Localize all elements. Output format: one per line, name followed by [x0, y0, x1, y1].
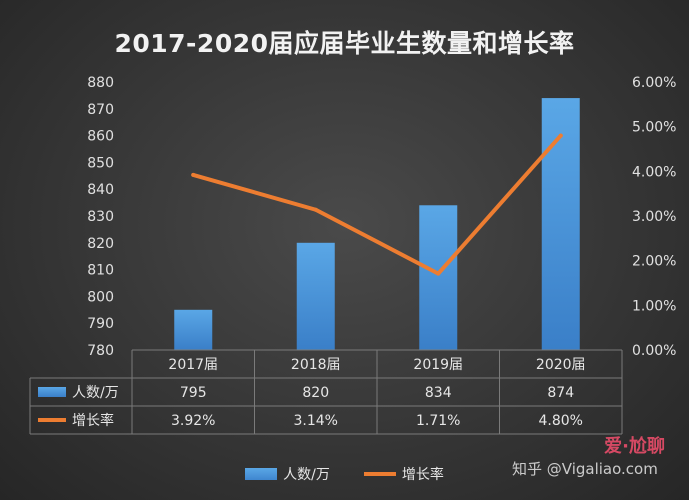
- category-label: 2019届: [413, 357, 463, 373]
- y-left-tick-label: 810: [87, 263, 114, 279]
- bar-2017届: [174, 309, 213, 350]
- data-label-rate: 3.14%: [294, 413, 338, 429]
- legend-line-swatch: [363, 472, 396, 476]
- y-right-tick-label: 6.00%: [632, 75, 676, 91]
- table-row-label-count: 人数/万: [72, 385, 119, 401]
- y-right-tick-label: 2.00%: [632, 254, 676, 270]
- table-row-label-rate: 增长率: [72, 412, 114, 429]
- growth-rate-line: [191, 133, 563, 276]
- legend-item-bars: 人数/万: [245, 464, 330, 484]
- y-right-tick-label: 3.00%: [632, 209, 676, 225]
- legend-item-line: 增长率: [363, 464, 444, 484]
- y-left-tick-label: 870: [87, 102, 114, 118]
- legend-bar-label: 人数/万: [283, 467, 330, 483]
- data-label-rate: 3.92%: [171, 413, 215, 429]
- data-label-count: 820: [302, 385, 329, 401]
- table-line-legend-swatch: [38, 418, 66, 422]
- data-label-count: 795: [180, 385, 207, 401]
- y-right-tick-label: 1.00%: [632, 298, 676, 314]
- growth-rate-point-2020届: [558, 133, 563, 138]
- y-right-tick-label: 5.00%: [632, 120, 676, 136]
- legend-bar-swatch: [245, 468, 278, 480]
- growth-rate-point-2018届: [313, 207, 318, 212]
- chart-title: 2017-2020届应届毕业生数量和增长率: [114, 29, 575, 58]
- y-left-tick-label: 790: [87, 316, 114, 332]
- y-left-tick-label: 820: [87, 236, 114, 252]
- y-left-tick-label: 850: [87, 155, 114, 171]
- category-label: 2018届: [291, 357, 341, 373]
- table-bar-legend-swatch: [38, 387, 66, 397]
- y-right-tick-label: 4.00%: [632, 164, 676, 180]
- bar-2020届: [541, 98, 580, 350]
- y-left-tick-label: 780: [87, 343, 114, 359]
- growth-rate-point-2019届: [436, 271, 441, 276]
- category-label: 2020届: [536, 357, 586, 373]
- y-left-tick-label: 840: [87, 182, 114, 198]
- data-label-count: 834: [425, 385, 452, 401]
- data-label-rate: 4.80%: [539, 413, 583, 429]
- data-label-count: 874: [547, 385, 574, 401]
- y-left-tick-label: 880: [87, 75, 114, 91]
- growth-rate-point-2017届: [191, 172, 196, 177]
- legend: 人数/万 增长率: [0, 464, 689, 484]
- category-label: 2017届: [168, 357, 218, 373]
- legend-line-label: 增长率: [401, 467, 444, 483]
- y-left-tick-label: 860: [87, 129, 114, 145]
- data-label-rate: 1.71%: [416, 413, 460, 429]
- y-left-tick-label: 830: [87, 209, 114, 225]
- watermark-zhihu-text: 知乎 @: [512, 460, 562, 478]
- y-right-tick-label: 0.00%: [632, 343, 676, 359]
- watermark-zhihu: 知乎 @Vigaliao.com: [512, 458, 658, 479]
- y-left-tick-label: 800: [87, 289, 114, 305]
- watermark-url: Vigaliao.com: [561, 460, 658, 478]
- bar-2018届: [296, 242, 335, 350]
- bar-2019届: [419, 205, 458, 350]
- watermark-site: 爱·尬聊: [604, 436, 665, 457]
